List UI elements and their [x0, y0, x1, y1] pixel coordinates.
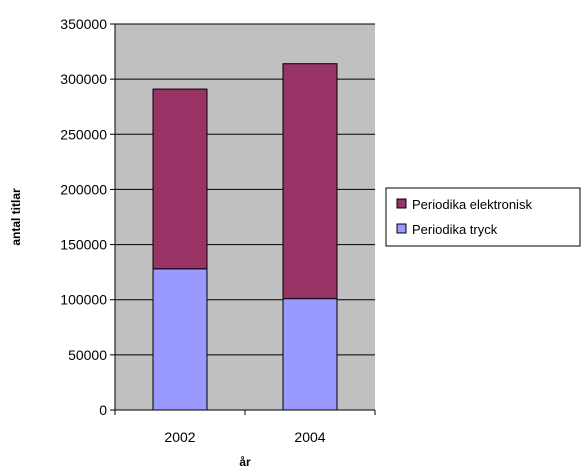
x-tick-label: 2002 — [164, 429, 195, 445]
y-tick-label: 100000 — [60, 292, 107, 308]
y-tick-label: 150000 — [60, 237, 107, 253]
x-tick-label: 2004 — [294, 429, 325, 445]
y-tick-label: 350000 — [60, 16, 107, 32]
bar-segment — [282, 63, 338, 300]
x-tick-labels: 2002 2004 — [114, 410, 376, 445]
y-tick-labels: 0 50000 100000 150000 200000 250000 300000 3500… — [60, 16, 115, 418]
legend-box — [385, 187, 581, 247]
y-tick-label: 300000 — [60, 71, 107, 87]
legend-swatch — [396, 198, 407, 209]
legend: Periodika elektronisk Periodika tryck — [385, 187, 581, 247]
x-axis-title: år — [239, 455, 251, 469]
y-tick-label: 50000 — [68, 347, 107, 363]
legend-entry: Periodika tryck — [412, 222, 498, 237]
y-axis-title: antal titlar — [9, 188, 23, 246]
y-tick-label: 200000 — [60, 181, 107, 197]
legend-swatch — [396, 223, 407, 234]
legend-entry: Periodika elektronisk — [412, 197, 532, 212]
bar-segment — [152, 268, 208, 411]
bar-segment — [282, 298, 338, 411]
y-tick-label: 250000 — [60, 126, 107, 142]
y-tick-label: 0 — [99, 402, 107, 418]
bar-segment — [152, 88, 208, 270]
